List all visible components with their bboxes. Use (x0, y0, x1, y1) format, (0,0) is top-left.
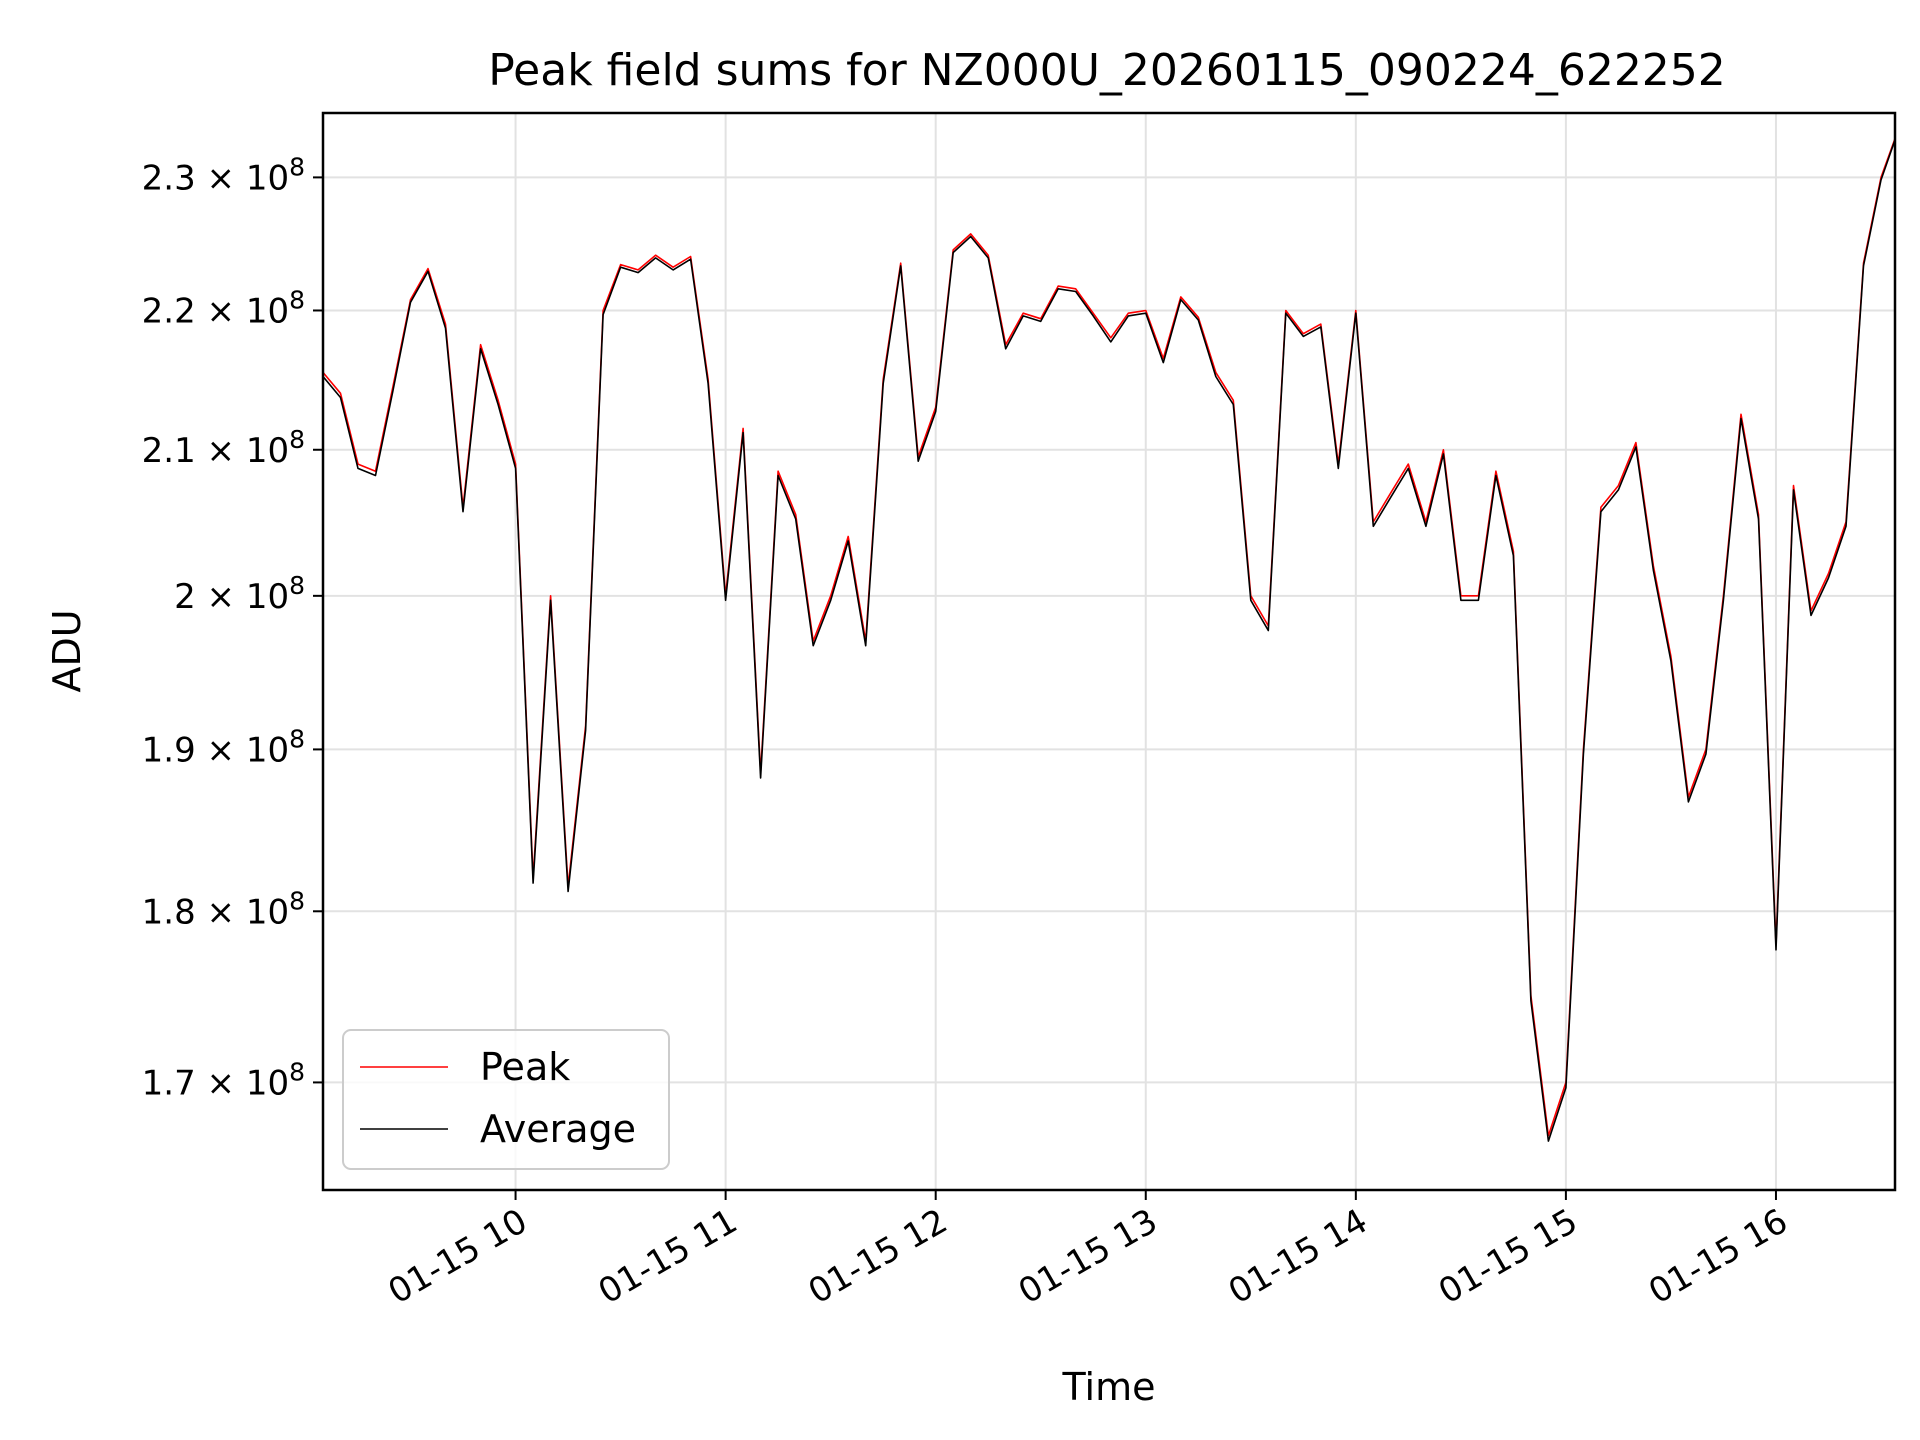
y-tick-label: 1.9 × 108 (142, 724, 305, 770)
y-tick-mantissa: 2 × 10 (174, 577, 289, 617)
series-line-average (323, 139, 1895, 1142)
y-tick-mantissa: 2.3 × 10 (142, 158, 289, 198)
y-tick-label: 2.3 × 108 (142, 152, 305, 198)
y-tick-mantissa: 1.8 × 10 (142, 892, 289, 932)
y-tick-exponent: 8 (289, 152, 305, 181)
y-tick-exponent: 8 (289, 571, 305, 600)
legend-label-average: Average (480, 1107, 636, 1151)
y-tick-label: 2.1 × 108 (142, 425, 305, 471)
plot-area (323, 113, 1895, 1190)
chart-title: Peak field sums for NZ000U_20260115_0902… (488, 45, 1726, 96)
x-axis-label: Time (1062, 1365, 1156, 1409)
series-layer (323, 138, 1895, 1142)
y-tick-exponent: 8 (289, 886, 305, 915)
y-tick-exponent: 8 (289, 425, 305, 454)
legend-box (342, 1029, 670, 1170)
legend-label-peak: Peak (480, 1045, 570, 1089)
y-tick-exponent: 8 (289, 724, 305, 753)
grid (323, 113, 1895, 1190)
y-tick-exponent: 8 (289, 1057, 305, 1086)
y-tick-mantissa: 1.7 × 10 (142, 1063, 289, 1103)
y-tick-label: 2.2 × 108 (142, 285, 305, 331)
y-tick-mantissa: 2.2 × 10 (142, 291, 289, 331)
y-tick-label: 2 × 108 (174, 571, 305, 617)
y-tick-label: 1.7 × 108 (142, 1057, 305, 1103)
y-tick-label: 1.8 × 108 (142, 886, 305, 932)
y-tick-mantissa: 1.9 × 10 (142, 730, 289, 770)
y-axis-label: ADU (45, 609, 89, 692)
legend: Peak Average (342, 1029, 670, 1170)
y-tick-exponent: 8 (289, 285, 305, 314)
plot-frame (321, 111, 1897, 1192)
y-tick-mantissa: 2.1 × 10 (142, 431, 289, 471)
